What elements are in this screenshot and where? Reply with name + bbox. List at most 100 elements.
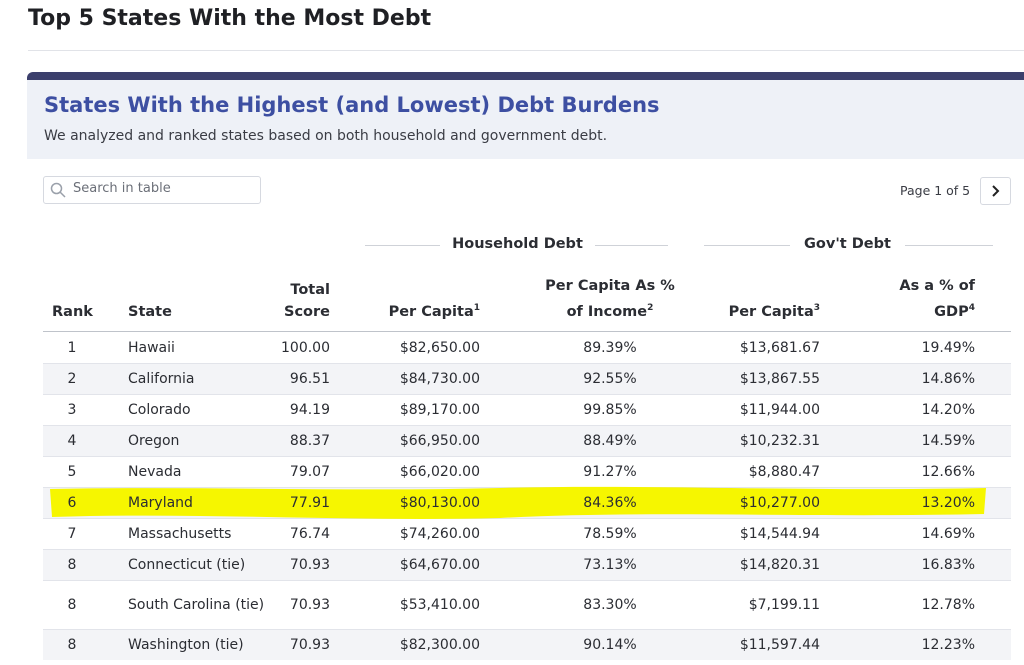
table-row: [43, 456, 1011, 487]
table-cell: $14,544.94: [739, 525, 820, 542]
column-header: State: [128, 301, 270, 323]
card-title: States With the Highest (and Lowest) Deb…: [44, 93, 660, 117]
table-cell: 90.14%: [583, 636, 637, 653]
table-cell: 5: [67, 463, 77, 480]
table-cell: $53,410.00: [399, 596, 480, 613]
table-cell: California: [128, 370, 195, 387]
table-cell: $7,199.11: [748, 596, 820, 613]
header-rule: [43, 331, 1011, 332]
table-cell: $82,650.00: [399, 339, 480, 356]
table-cell: 16.83%: [921, 556, 975, 573]
table-cell: 14.20%: [921, 401, 975, 418]
group-header: Gov't Debt: [804, 236, 891, 252]
table-cell: $74,260.00: [399, 525, 480, 542]
table-row: [43, 394, 1011, 425]
group-rule: [595, 245, 668, 246]
table-cell: Oregon: [128, 432, 180, 449]
card-subtitle: We analyzed and ranked states based on b…: [44, 128, 608, 144]
table-cell: Nevada: [128, 463, 182, 480]
table-cell: 92.55%: [583, 370, 637, 387]
table-row: [43, 425, 1011, 456]
search-icon: [50, 182, 66, 198]
table-cell: $11,597.44: [739, 636, 820, 653]
table-cell: 83.30%: [583, 596, 637, 613]
divider: [28, 50, 1024, 51]
table-cell: $11,944.00: [739, 401, 820, 418]
table-cell: 12.66%: [921, 463, 975, 480]
table-cell: 94.19: [289, 401, 330, 418]
column-header-text: Per Capita: [388, 304, 474, 320]
card-top-bar: [27, 72, 1024, 82]
table-cell: $8,880.47: [748, 463, 820, 480]
table-cell: 2: [67, 370, 77, 387]
column-header: Rank: [52, 301, 110, 323]
table-cell: $13,681.67: [739, 339, 820, 356]
table-cell: 19.49%: [921, 339, 975, 356]
table-cell: 78.59%: [583, 525, 637, 542]
group-rule: [905, 245, 993, 246]
table-cell: $89,170.00: [399, 401, 480, 418]
column-header-text: Total Score: [284, 282, 330, 320]
search-placeholder: Search in table: [73, 181, 171, 196]
card-header: [27, 80, 1024, 159]
column-header: As a % of GDP4: [875, 275, 975, 323]
group-header: Household Debt: [452, 236, 583, 252]
table-cell: $13,867.55: [739, 370, 820, 387]
footnote-marker: 3: [813, 303, 820, 313]
page-title: Top 5 States With the Most Debt: [28, 6, 432, 31]
table-cell: 8: [67, 556, 77, 573]
table-cell: 79.07: [289, 463, 330, 480]
table-cell: 88.37: [289, 432, 330, 449]
table-cell: $10,232.31: [739, 432, 820, 449]
table-row: [43, 363, 1011, 394]
next-page-button[interactable]: [980, 177, 1011, 205]
table-cell: 12.23%: [921, 636, 975, 653]
column-header-text: Per Capita As % of Income: [545, 278, 675, 320]
table-cell: 99.85%: [583, 401, 637, 418]
table-cell: Connecticut (tie): [128, 556, 246, 573]
table-cell: 3: [67, 401, 77, 418]
column-header-text: State: [128, 304, 172, 320]
table-cell: $84,730.00: [399, 370, 480, 387]
table-cell: 8: [67, 596, 77, 613]
table-cell: Colorado: [128, 401, 191, 418]
column-header-text: Rank: [52, 304, 93, 320]
table-cell: 88.49%: [583, 432, 637, 449]
table-cell: $64,670.00: [399, 556, 480, 573]
table-cell: 76.74: [289, 525, 330, 542]
table-cell: 96.51: [289, 370, 330, 387]
table-cell: 14.59%: [921, 432, 975, 449]
table-cell: Hawaii: [128, 339, 175, 356]
table-cell: $66,020.00: [399, 463, 480, 480]
table-cell: 6: [67, 494, 77, 511]
table-cell: $14,820.31: [739, 556, 820, 573]
table-cell: 89.39%: [583, 339, 637, 356]
column-header: Total Score: [260, 279, 330, 323]
column-header: Per Capita As % of Income2: [535, 275, 685, 323]
footnote-marker: 2: [647, 303, 654, 313]
table-cell: 12.78%: [921, 596, 975, 613]
table-cell: 14.86%: [921, 370, 975, 387]
table-cell: 7: [67, 525, 77, 542]
column-header: Per Capita3: [700, 297, 820, 323]
group-rule: [704, 245, 790, 246]
chevron-icon: [992, 185, 1000, 197]
table-row: [43, 332, 1011, 362]
table-cell: 1: [67, 339, 77, 356]
table-cell: 91.27%: [583, 463, 637, 480]
pagination-label: Page 1 of 5: [900, 183, 971, 198]
search-box[interactable]: Search in table: [43, 176, 261, 204]
table-cell: 13.20%: [921, 494, 975, 511]
table-cell: 73.13%: [583, 556, 637, 573]
group-rule: [365, 245, 440, 246]
table-cell: 84.36%: [583, 494, 637, 511]
table-cell: 70.93: [289, 636, 330, 653]
table-cell: 14.69%: [921, 525, 975, 542]
footnote-marker: 1: [473, 303, 480, 313]
table-cell: 70.93: [289, 556, 330, 573]
table-row: [43, 580, 1011, 629]
footnote-marker: 4: [968, 303, 975, 313]
table-cell: $10,277.00: [739, 494, 820, 511]
table-cell: 4: [67, 432, 77, 449]
